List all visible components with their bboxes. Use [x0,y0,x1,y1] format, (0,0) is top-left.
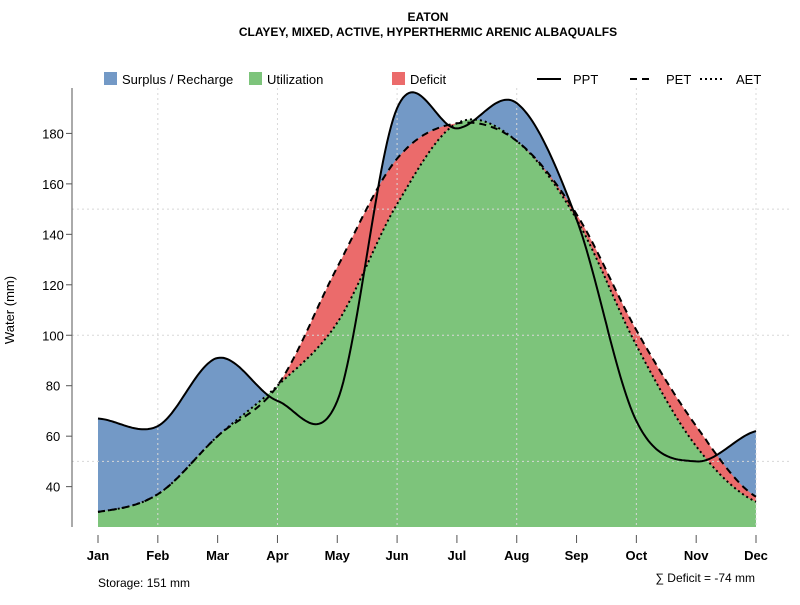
y-tick-label: 180 [42,126,64,141]
y-tick-label: 160 [42,177,64,192]
utilization-area [98,119,756,528]
legend-label: Deficit [410,72,447,87]
deficit-annotation: ∑ Deficit = -74 mm [655,571,755,585]
x-tick-label-feb: Feb [146,548,169,563]
y-tick-label: 40 [46,480,60,495]
pet-line [97,121,757,513]
x-tick-label-mar: Mar [206,548,229,563]
legend-swatch [104,72,117,85]
x-tick-label-jun: Jun [386,548,409,563]
x-tick-label-jan: Jan [87,548,109,563]
legend-label: AET [736,72,761,87]
legend-label: Surplus / Recharge [122,72,233,87]
x-tick-label-oct: Oct [626,548,648,563]
storage-annotation: Storage: 151 mm [98,576,190,590]
x-tick-label-sep: Sep [565,548,589,563]
x-tick-label-may: May [325,548,351,563]
x-tick-label-dec: Dec [744,548,768,563]
y-tick-label: 80 [46,379,60,394]
ppt-line [97,91,757,463]
x-tick-label-nov: Nov [684,548,709,563]
legend-label: PET [666,72,691,87]
y-axis-label: Water (mm) [2,276,17,344]
legend-swatch [249,72,262,85]
legend: Surplus / Recharge Utilization Deficit PPT P… [104,72,761,87]
y-tick-label: 120 [42,278,64,293]
y-tick-label: 100 [42,328,64,343]
y-tick-label: 60 [46,429,60,444]
legend-label: Utilization [267,72,323,87]
chart-subtitle: CLAYEY, MIXED, ACTIVE, HYPERTHERMIC AREN… [239,25,617,39]
x-tick-label-aug: Aug [504,548,529,563]
chart-title: EATON [408,10,449,24]
legend-swatch [392,72,405,85]
legend-label: PPT [573,72,598,87]
x-tick-label-jul: Jul [448,548,467,563]
y-tick-label: 140 [42,227,64,242]
x-tick-label-apr: Apr [266,548,288,563]
